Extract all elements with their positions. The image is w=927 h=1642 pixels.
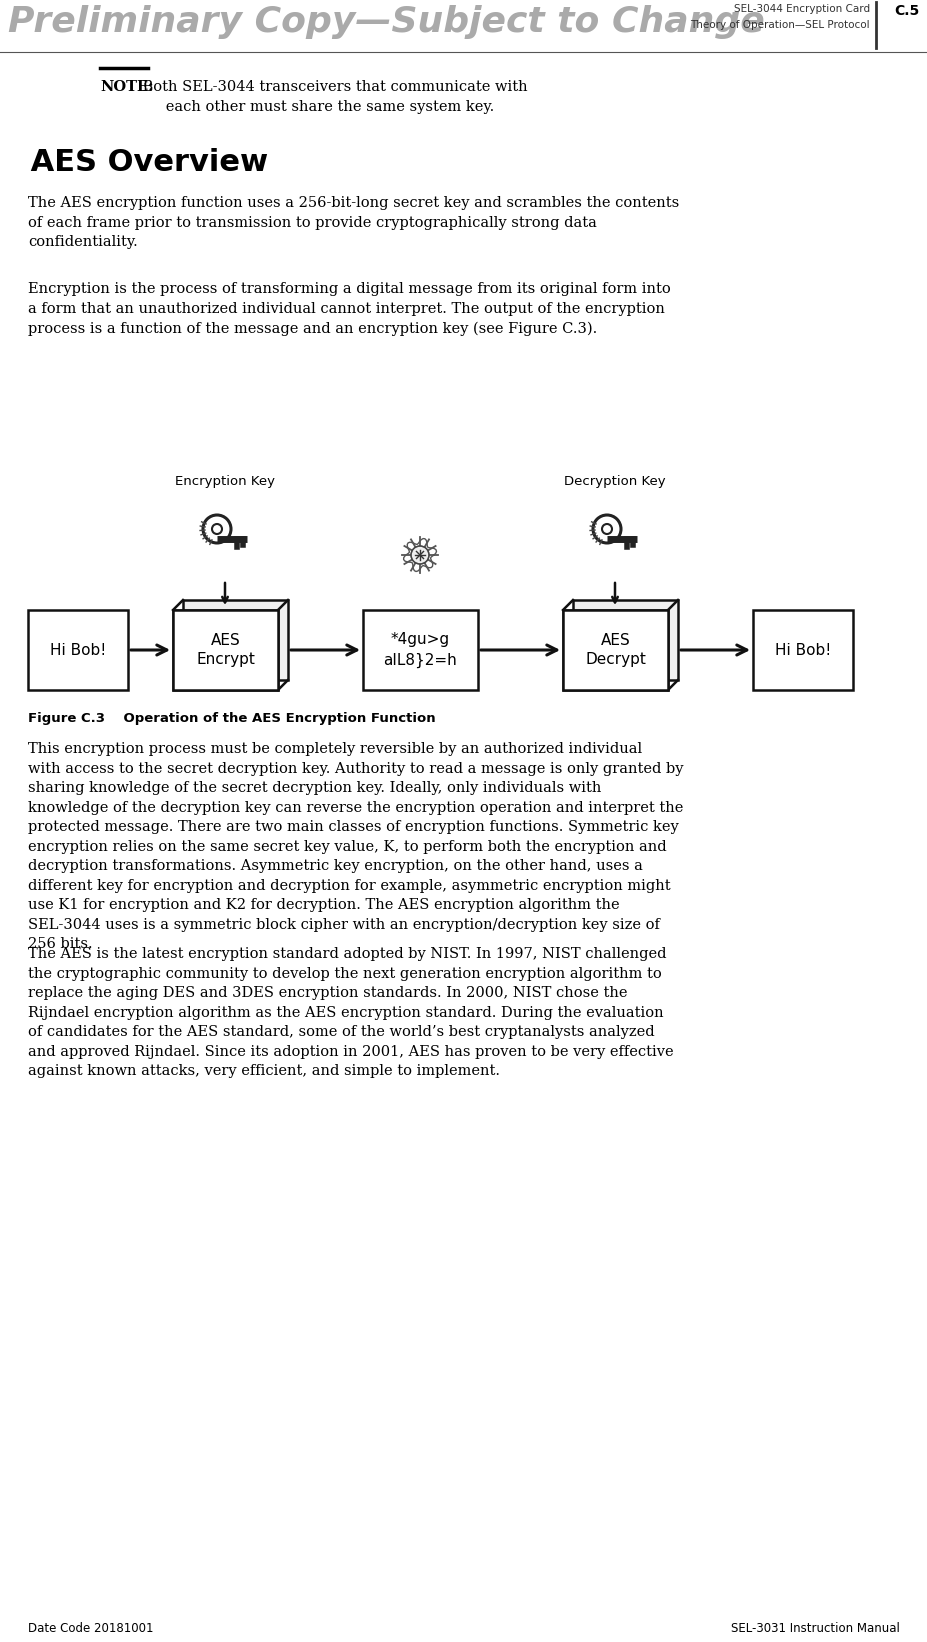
Text: Encryption Key: Encryption Key — [175, 475, 274, 488]
Text: Hi Bob!: Hi Bob! — [50, 642, 106, 657]
Circle shape — [602, 524, 611, 534]
Text: Figure C.3    Operation of the AES Encryption Function: Figure C.3 Operation of the AES Encrypti… — [28, 713, 435, 726]
Text: SEL-3031 Instruction Manual: SEL-3031 Instruction Manual — [730, 1622, 899, 1635]
Bar — [563, 609, 667, 690]
Text: Both SEL-3044 transceivers that communicate with
      each other must share the: Both SEL-3044 transceivers that communic… — [138, 80, 527, 113]
Bar — [752, 609, 852, 690]
Text: This encryption process must be completely reversible by an authorized individua: This encryption process must be complete… — [28, 742, 683, 951]
Text: Theory of Operation—SEL Protocol: Theory of Operation—SEL Protocol — [690, 20, 870, 30]
Bar — [362, 609, 477, 690]
Circle shape — [211, 524, 222, 534]
Bar — [172, 609, 278, 690]
Bar — [572, 599, 678, 680]
Text: *4gu>g
aIL8}2=h: *4gu>g aIL8}2=h — [383, 632, 457, 668]
Bar — [563, 609, 667, 690]
Text: C.5: C.5 — [894, 3, 919, 18]
Text: AES Overview: AES Overview — [20, 148, 268, 177]
Text: The AES encryption function uses a 256-bit-long secret key and scrambles the con: The AES encryption function uses a 256-b… — [28, 195, 679, 250]
Bar — [28, 609, 128, 690]
Text: Date Code 20181001: Date Code 20181001 — [28, 1622, 153, 1635]
Bar — [183, 599, 287, 680]
Text: Preliminary Copy—Subject to Change: Preliminary Copy—Subject to Change — [8, 5, 764, 39]
Text: AES
Decrypt: AES Decrypt — [584, 632, 645, 667]
Text: Hi Bob!: Hi Bob! — [774, 642, 831, 657]
Text: NOTE:: NOTE: — [100, 80, 154, 94]
Text: Encryption is the process of transforming a digital message from its original fo: Encryption is the process of transformin… — [28, 282, 670, 335]
Text: SEL-3044 Encryption Card: SEL-3044 Encryption Card — [733, 3, 870, 15]
Text: The AES is the latest encryption standard adopted by NIST. In 1997, NIST challen: The AES is the latest encryption standar… — [28, 947, 673, 1079]
Text: Decryption Key: Decryption Key — [564, 475, 665, 488]
Circle shape — [411, 547, 428, 563]
Bar — [172, 609, 278, 690]
Text: AES
Encrypt: AES Encrypt — [196, 632, 255, 667]
